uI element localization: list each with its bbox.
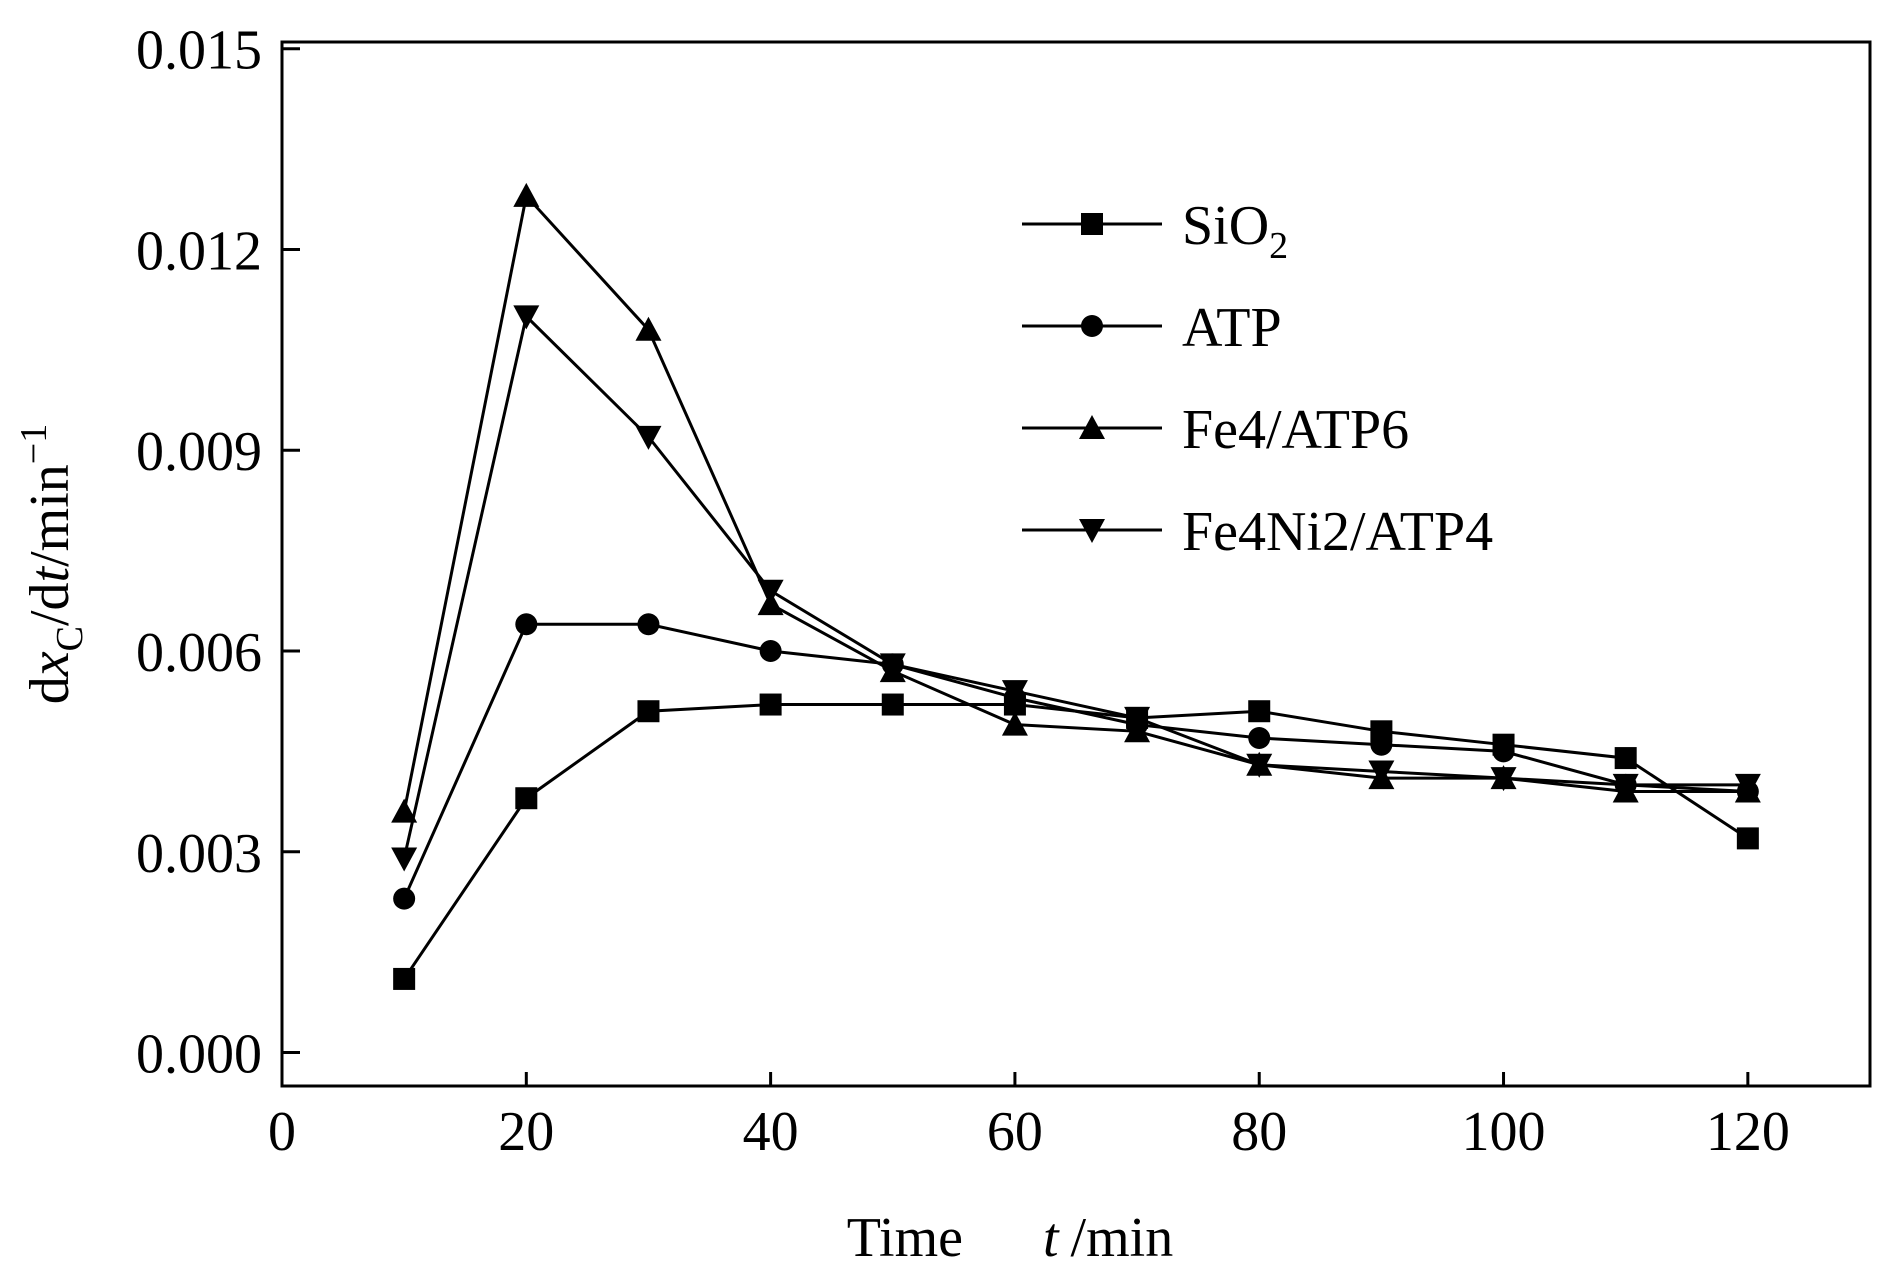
legend-marker-1 (1081, 315, 1103, 337)
y-axis-title-unit: /min (19, 464, 81, 567)
point-3-11 (1734, 773, 1761, 798)
y-axis-title: dxC/dt/min−1 (13, 424, 91, 704)
point-0-10 (1614, 747, 1637, 770)
legend-label-text-1: ATP (1182, 297, 1282, 359)
y-axis-title-mid: /d (19, 582, 81, 626)
point-3-3 (757, 579, 784, 604)
x-axis-title: Time t/min (847, 1207, 1173, 1269)
x-tick-label-60: 60 (987, 1101, 1043, 1163)
y-tick-label-5: 0.015 (136, 20, 262, 82)
point-0-3 (759, 693, 782, 716)
legend: SiO2 ATP Fe4/ATP6 Fe4Ni2/ATP4 (1022, 195, 1493, 563)
x-tick-label-120: 120 (1706, 1101, 1790, 1163)
legend-item-3: Fe4Ni2/ATP4 (1022, 501, 1493, 563)
y-tick-label-3: 0.009 (136, 421, 262, 483)
x-tick-label-20: 20 (498, 1101, 554, 1163)
y-axis-title-sup: −1 (13, 424, 55, 464)
point-0-11 (1736, 827, 1759, 850)
x-axis-title-unit: /min (1071, 1207, 1174, 1269)
series-2 (391, 182, 1761, 823)
point-1-8 (1370, 733, 1393, 756)
point-2-0 (391, 798, 418, 823)
y-axis-title-d: d (19, 676, 81, 704)
legend-label-3: Fe4Ni2/ATP4 (1182, 501, 1493, 563)
point-3-4 (879, 653, 906, 678)
point-0-7 (1248, 700, 1271, 723)
point-3-8 (1368, 760, 1395, 785)
point-3-7 (1246, 753, 1273, 778)
y-axis-title-t: t (19, 565, 81, 582)
legend-label-text-3: Fe4Ni2/ATP4 (1182, 501, 1493, 563)
y-tick-label-0: 0.000 (136, 1024, 262, 1086)
x-axis: 0 20 40 60 80 100 120 (268, 1072, 1790, 1163)
series-0 (393, 693, 1759, 990)
point-2-5 (1001, 711, 1028, 736)
y-axis-title-sub: C (49, 626, 91, 651)
x-tick-label-80: 80 (1231, 1101, 1287, 1163)
legend-label-text-2: Fe4/ATP6 (1182, 399, 1409, 461)
series-1 (393, 613, 1759, 910)
series-layer (391, 182, 1761, 990)
legend-marker-0 (1081, 213, 1103, 235)
point-3-2 (635, 425, 662, 450)
legend-marker-2 (1079, 415, 1105, 439)
point-1-3 (759, 640, 782, 662)
y-axis: 0.000 0.003 0.006 0.009 0.012 0.015 (136, 20, 300, 1086)
legend-item-1: ATP (1022, 297, 1282, 359)
legend-item-2: Fe4/ATP6 (1022, 399, 1409, 461)
point-1-2 (637, 613, 660, 636)
y-axis-title-x: x (19, 651, 81, 677)
point-0-1 (515, 787, 538, 810)
y-tick-label-4: 0.012 (136, 220, 262, 282)
point-1-0 (393, 887, 416, 910)
point-1-9 (1492, 740, 1515, 763)
point-0-4 (881, 693, 904, 716)
legend-label-0: SiO2 (1182, 195, 1288, 267)
legend-label-text-0: SiO (1182, 195, 1269, 257)
x-axis-title-main: Time (847, 1207, 963, 1269)
x-axis-title-var: t (1043, 1207, 1060, 1269)
legend-label-2: Fe4/ATP6 (1182, 399, 1409, 461)
legend-label-1: ATP (1182, 297, 1282, 359)
plot-frame (280, 40, 1872, 1088)
point-1-1 (515, 613, 538, 636)
point-3-6 (1124, 706, 1151, 731)
point-0-0 (393, 967, 416, 990)
point-3-10 (1612, 773, 1639, 798)
x-tick-label-40: 40 (743, 1101, 799, 1163)
point-3-0 (391, 847, 418, 872)
legend-label-sub-0: 2 (1269, 225, 1288, 267)
x-tick-label-0: 0 (268, 1101, 296, 1163)
series-3 (391, 305, 1761, 872)
point-3-9 (1490, 767, 1517, 792)
series-line-0 (402, 703, 1749, 980)
point-3-5 (1001, 680, 1028, 705)
legend-item-0: SiO2 (1022, 195, 1288, 267)
point-2-1 (513, 182, 540, 207)
series-line-1 (402, 622, 1748, 900)
y-tick-label-1: 0.003 (136, 823, 262, 885)
point-0-2 (637, 700, 660, 723)
point-3-1 (513, 305, 540, 330)
legend-marker-3 (1079, 519, 1105, 543)
series-line-3 (402, 313, 1748, 859)
point-1-7 (1248, 727, 1271, 749)
series-line-2 (402, 192, 1748, 812)
y-tick-label-2: 0.006 (136, 622, 262, 684)
x-tick-label-100: 100 (1462, 1101, 1546, 1163)
point-2-2 (635, 316, 662, 341)
